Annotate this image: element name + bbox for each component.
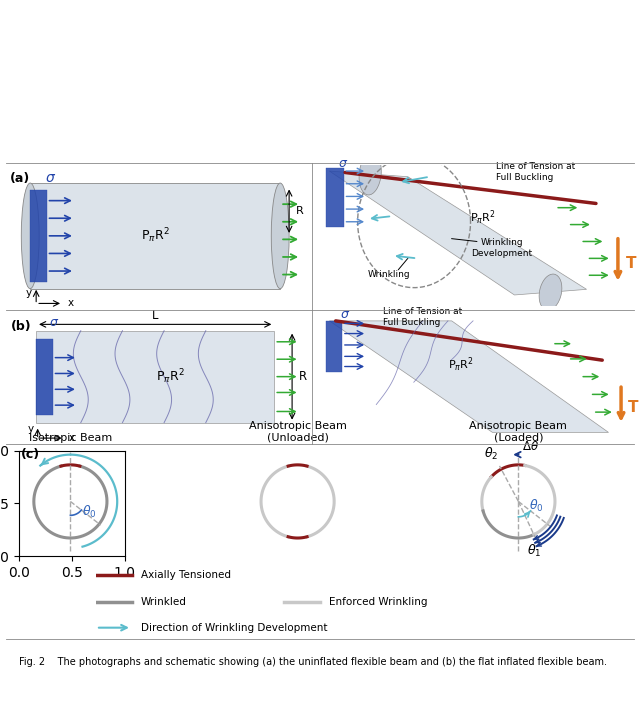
Text: Direction of Wrinkling Development: Direction of Wrinkling Development bbox=[141, 622, 327, 633]
Text: (b): (b) bbox=[11, 320, 31, 332]
Text: (a): (a) bbox=[10, 172, 29, 185]
Text: $\theta_1$: $\theta_1$ bbox=[527, 543, 541, 558]
Text: Enforced Wrinkling: Enforced Wrinkling bbox=[329, 597, 428, 607]
Text: $\Delta\theta$: $\Delta\theta$ bbox=[522, 440, 539, 453]
Text: Anisotropic Beam
(Loaded): Anisotropic Beam (Loaded) bbox=[470, 421, 567, 443]
Text: Wrinkled: Wrinkled bbox=[141, 597, 187, 607]
Text: T: T bbox=[626, 256, 636, 272]
Text: $\theta_0$: $\theta_0$ bbox=[529, 498, 543, 514]
Text: T: T bbox=[628, 400, 639, 415]
Bar bbox=[326, 168, 344, 227]
Text: Fig. 2    The photographs and schematic showing (a) the uninflated flexible beam: Fig. 2 The photographs and schematic sho… bbox=[19, 658, 607, 667]
Text: Wrinkling: Wrinkling bbox=[367, 270, 410, 279]
Text: Line of Tension at
Full Buckling: Line of Tension at Full Buckling bbox=[383, 307, 462, 327]
Polygon shape bbox=[330, 171, 586, 295]
Text: y: y bbox=[26, 288, 32, 298]
Text: $\sigma$: $\sigma$ bbox=[45, 171, 56, 184]
Bar bbox=[36, 331, 275, 422]
Text: Isotropic Beam: Isotropic Beam bbox=[29, 433, 112, 443]
Text: y: y bbox=[28, 425, 34, 434]
Text: P$_\pi$R$^2$: P$_\pi$R$^2$ bbox=[141, 227, 170, 245]
Text: Line of Tension at
Full Buckling: Line of Tension at Full Buckling bbox=[495, 162, 575, 182]
Ellipse shape bbox=[359, 153, 381, 195]
Text: x: x bbox=[67, 298, 74, 308]
Text: x: x bbox=[69, 433, 75, 443]
Text: $\theta_2$: $\theta_2$ bbox=[484, 446, 499, 463]
Text: $\sigma$: $\sigma$ bbox=[340, 308, 350, 321]
Text: R: R bbox=[296, 206, 303, 216]
Bar bbox=[30, 190, 47, 282]
Text: Axially Tensioned: Axially Tensioned bbox=[141, 570, 231, 580]
Text: (c): (c) bbox=[21, 448, 40, 461]
Text: Wrinkling
Development: Wrinkling Development bbox=[471, 238, 532, 258]
Text: Anisotropic Beam
(Unloaded): Anisotropic Beam (Unloaded) bbox=[249, 421, 346, 443]
Text: P$_\pi$R$^2$: P$_\pi$R$^2$ bbox=[156, 367, 184, 386]
Text: $\theta_0$: $\theta_0$ bbox=[82, 503, 97, 520]
Text: P$_\pi$R$^2$: P$_\pi$R$^2$ bbox=[470, 208, 496, 227]
Polygon shape bbox=[330, 321, 609, 432]
Text: P$_\pi$R$^2$: P$_\pi$R$^2$ bbox=[448, 356, 474, 375]
Bar bbox=[30, 183, 280, 289]
Ellipse shape bbox=[271, 183, 289, 289]
Text: L: L bbox=[152, 309, 159, 322]
Text: R: R bbox=[299, 370, 307, 383]
Ellipse shape bbox=[21, 183, 39, 289]
Text: $\sigma$: $\sigma$ bbox=[49, 316, 59, 329]
Bar bbox=[36, 339, 52, 415]
Text: $\sigma$: $\sigma$ bbox=[339, 157, 349, 170]
Bar bbox=[326, 321, 342, 372]
Ellipse shape bbox=[539, 274, 562, 310]
